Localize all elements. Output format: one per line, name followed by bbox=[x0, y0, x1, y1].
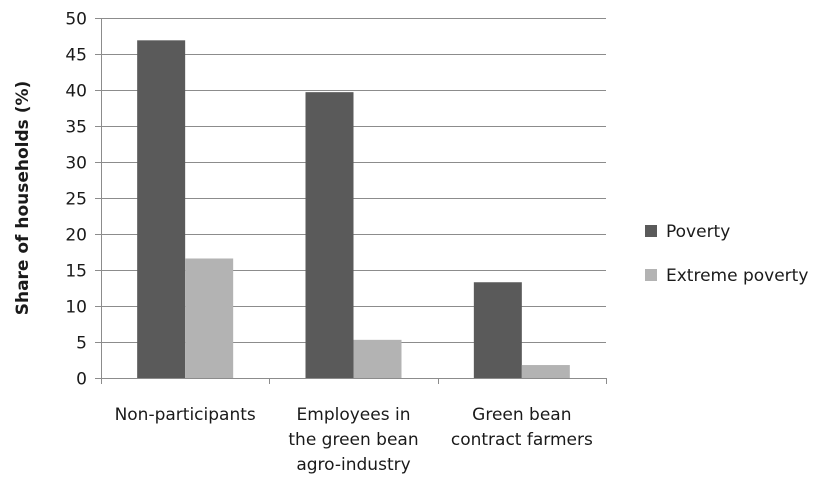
y-tick-label: 10 bbox=[65, 298, 87, 318]
bar-extreme-poverty bbox=[521, 365, 570, 378]
y-tick-label: 40 bbox=[65, 82, 87, 102]
bars bbox=[137, 40, 570, 378]
y-tick-label: 35 bbox=[65, 118, 87, 138]
y-tick-label: 5 bbox=[76, 334, 87, 354]
y-tick-label: 0 bbox=[76, 370, 87, 390]
legend-label: Extreme poverty bbox=[666, 266, 808, 286]
y-tick-label: 20 bbox=[65, 226, 87, 246]
bar-poverty bbox=[473, 282, 522, 378]
x-tick-label: Green bean contract farmers bbox=[451, 405, 593, 450]
legend-swatch bbox=[645, 225, 657, 237]
x-tick-label: Employees in the green bean agro-industry bbox=[288, 405, 418, 475]
legend: Poverty Extreme poverty bbox=[645, 222, 808, 286]
y-axis-title: Share of households (%) bbox=[13, 81, 33, 316]
y-tick-label: 45 bbox=[65, 46, 87, 66]
x-tick-label: Non-participants bbox=[115, 405, 256, 425]
bar-poverty bbox=[305, 92, 354, 378]
legend-swatch bbox=[645, 269, 657, 281]
axes bbox=[95, 18, 607, 384]
y-tick-label: 25 bbox=[65, 190, 87, 210]
y-tick-label: 50 bbox=[65, 10, 87, 30]
tick-labels: 0 5 10 15 20 25 30 35 40 45 50 Non-participants Empl… bbox=[65, 10, 593, 476]
bar-poverty bbox=[137, 40, 186, 378]
bar-extreme-poverty bbox=[353, 339, 402, 378]
legend-label: Poverty bbox=[666, 222, 730, 242]
y-tick-label: 15 bbox=[65, 262, 87, 282]
bar-extreme-poverty bbox=[185, 258, 234, 378]
y-tick-label: 30 bbox=[65, 154, 87, 174]
